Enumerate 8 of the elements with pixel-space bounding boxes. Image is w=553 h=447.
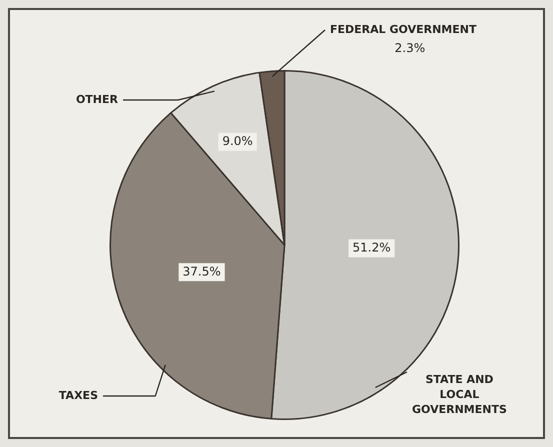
slice-label: OTHER [76,92,119,106]
data-label: 9.0% [222,134,253,148]
slice-label: TAXES [58,388,98,402]
data-label: 51.2% [352,240,391,254]
slice-label: FEDERAL GOVERNMENT [330,22,477,36]
slice-label: STATE AND LOCAL GOVERNMENTS [412,372,507,416]
data-label: 37.5% [182,264,221,278]
data-label: 2.3% [394,41,426,56]
